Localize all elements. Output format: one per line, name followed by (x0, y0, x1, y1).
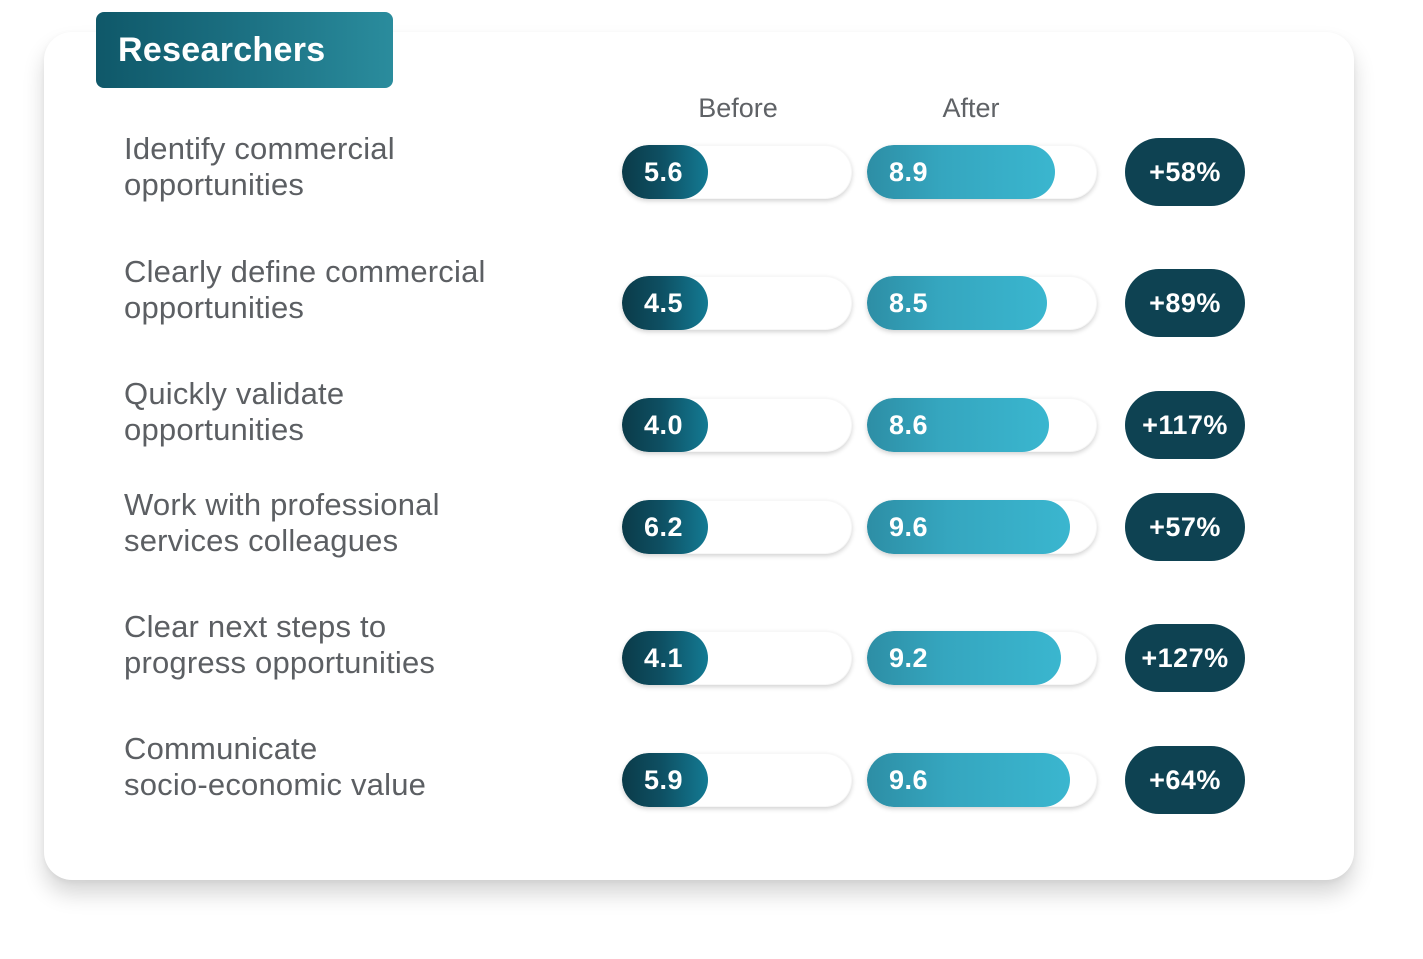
change-badge: +89% (1125, 269, 1245, 337)
after-bar (867, 753, 1070, 807)
before-column-header: Before (698, 93, 778, 123)
before-value-label: 6.2 (644, 512, 684, 542)
after-bar (867, 398, 1049, 452)
after-value-label: 9.6 (889, 512, 929, 542)
row-label: Work with professional services colleague… (124, 487, 440, 559)
before-bar (622, 276, 708, 330)
after-bar-track: 9.6 (867, 500, 1097, 554)
change-badge: +58% (1125, 138, 1245, 206)
before-value-label: 4.5 (644, 288, 684, 318)
change-badge: +57% (1125, 493, 1245, 561)
before-bar (622, 500, 708, 554)
after-bar-track: 9.2 (867, 631, 1097, 685)
row-label: Quickly validate opportunities (124, 376, 344, 448)
row-label-line: opportunities (124, 412, 305, 447)
after-column-header: After (942, 93, 1000, 123)
row-label-line: Clear next steps to (124, 609, 387, 644)
change-badge: +127% (1125, 624, 1245, 692)
before-bar (622, 398, 708, 452)
before-bar-track: 6.2 (622, 500, 852, 554)
after-bar-track: 8.5 (867, 276, 1097, 330)
before-value-label: 4.0 (644, 410, 684, 440)
before-value-label: 5.9 (644, 765, 684, 795)
before-value-label: 5.6 (644, 157, 684, 187)
before-bar (622, 145, 708, 199)
before-value-label: 4.1 (644, 643, 684, 673)
after-value-label: 9.6 (889, 765, 929, 795)
after-bar-track: 8.9 (867, 145, 1097, 199)
row-label-line: progress opportunities (124, 645, 436, 680)
row-label-line: opportunities (124, 167, 305, 202)
row-label-line: Quickly validate (124, 376, 345, 411)
before-bar-track: 5.9 (622, 753, 852, 807)
row-label-line: Clearly define commercial (124, 254, 486, 289)
after-bar (867, 631, 1062, 685)
before-bar-track: 5.6 (622, 145, 852, 199)
before-bar-track: 4.0 (622, 398, 852, 452)
after-bar (867, 145, 1055, 199)
change-badge: +64% (1125, 746, 1245, 814)
before-bar (622, 753, 708, 807)
after-value-label: 8.5 (889, 288, 929, 318)
row-label: Clear next steps to progress opportunitie… (124, 609, 435, 681)
panel-title: Researchers (96, 12, 393, 88)
after-bar-track: 9.6 (867, 753, 1097, 807)
row-label: Communicate socio-economic value (124, 731, 426, 803)
after-value-label: 8.9 (889, 157, 929, 187)
after-bar-track: 8.6 (867, 398, 1097, 452)
row-label: Identify commercial opportunities (124, 131, 395, 203)
row-label-line: socio-economic value (124, 767, 427, 802)
before-bar-track: 4.5 (622, 276, 852, 330)
before-bar (622, 631, 708, 685)
row-label-line: Identify commercial (124, 131, 395, 166)
row-label-line: Work with professional (124, 487, 440, 522)
after-value-label: 9.2 (889, 643, 929, 673)
row-label-line: services colleagues (124, 523, 399, 558)
after-bar (867, 276, 1047, 330)
row-label-line: Communicate (124, 731, 318, 766)
change-badge: +117% (1125, 391, 1245, 459)
before-bar-track: 4.1 (622, 631, 852, 685)
row-label: Clearly define commercial opportunities (124, 254, 486, 326)
after-value-label: 8.6 (889, 410, 929, 440)
after-bar (867, 500, 1070, 554)
row-label-line: opportunities (124, 290, 305, 325)
